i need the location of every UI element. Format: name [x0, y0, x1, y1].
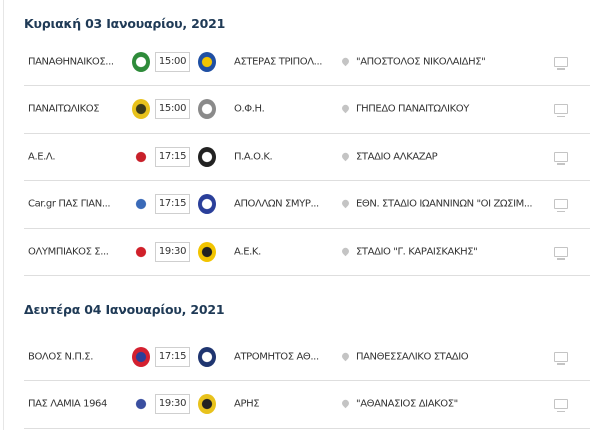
away-team-logo-icon	[198, 241, 216, 262]
match-row[interactable]: Α.Ε.Λ. 17:15 Π.Α.Ο.Κ. ΣΤΑΔΙΟ ΑΛΚΑΖΑΡ	[24, 133, 590, 181]
match-row[interactable]: ΠΑΝΑΘΗΝΑΪΚΟΣ... 15:00 ΑΣΤΕΡΑΣ ΤΡΙΠΟΛ... …	[24, 38, 590, 86]
match-row[interactable]: Car.gr ΠΑΣ ΓΙΑΝ... 17:15 ΑΠΟΛΛΩΝ ΣΜΥΡ...…	[24, 181, 590, 229]
away-team-logo-icon	[198, 146, 216, 167]
away-team-logo-icon	[198, 346, 216, 367]
venue: ΣΤΑΔΙΟ "Γ. ΚΑΡΑΪΣΚΑΚΗΣ"	[356, 246, 478, 257]
map-pin-icon	[340, 150, 351, 161]
match-row[interactable]: ΟΛΥΜΠΙΑΚΟΣ Σ... 19:30 Α.Ε.Κ. ΣΤΑΔΙΟ "Γ. …	[24, 228, 590, 276]
home-team-logo-icon	[132, 51, 150, 72]
home-team[interactable]: ΒΟΛΟΣ Ν.Π.Σ.	[28, 351, 93, 362]
day-heading: Κυριακή 03 Ιανουαρίου, 2021	[24, 16, 226, 31]
home-team[interactable]: ΟΛΥΜΠΙΑΚΟΣ Σ...	[28, 246, 109, 257]
away-team[interactable]: Ο.Φ.Η.	[234, 103, 265, 115]
venue: ΣΤΑΔΙΟ ΑΛΚΑΖΑΡ	[356, 151, 438, 162]
match-row[interactable]: ΒΟΛΟΣ Ν.Π.Σ. 17:15 ΑΤΡΟΜΗΤΟΣ ΑΘ... ΠΑΝΘΕ…	[24, 333, 590, 381]
home-team-logo-icon	[132, 346, 150, 367]
away-team-logo-icon	[198, 194, 216, 214]
map-pin-icon	[340, 103, 351, 114]
fixtures-panel: Κυριακή 03 Ιανουαρίου, 2021 ΠΑΝΑΘΗΝΑΪΚΟΣ…	[3, 0, 601, 430]
tv-icon[interactable]	[554, 246, 568, 260]
match-time: 17:15	[155, 146, 190, 167]
map-pin-icon	[340, 350, 351, 361]
map-pin-icon	[340, 198, 351, 209]
map-pin-icon	[340, 398, 351, 409]
home-team[interactable]: Car.gr ΠΑΣ ΓΙΑΝ...	[28, 198, 111, 210]
map-pin-icon	[340, 245, 351, 256]
away-team[interactable]: ΑΤΡΟΜΗΤΟΣ ΑΘ...	[234, 351, 319, 362]
tv-icon[interactable]	[554, 56, 568, 70]
match-time: 17:15	[155, 194, 190, 214]
tv-icon[interactable]	[554, 104, 568, 117]
venue: ΠΑΝΘΕΣΣΑΛΙΚΟ ΣΤΑΔΙΟ	[356, 351, 469, 362]
match-time: 15:00	[155, 51, 190, 72]
match-time: 17:15	[155, 346, 190, 367]
away-team[interactable]: ΑΣΤΕΡΑΣ ΤΡΙΠΟΛ...	[234, 56, 323, 67]
away-team-logo-icon	[198, 51, 216, 72]
venue: ΓΗΠΕΔΟ ΠΑΝΑΙΤΩΛΙΚΟΥ	[356, 103, 469, 115]
match-row[interactable]: ΠΑΝΑΙΤΩΛΙΚΟΣ 15:00 Ο.Φ.Η. ΓΗΠΕΔΟ ΠΑΝΑΙΤΩ…	[24, 86, 590, 134]
away-team-logo-icon	[198, 99, 216, 119]
tv-icon[interactable]	[554, 399, 568, 412]
home-team-logo-icon	[132, 194, 150, 214]
venue: ΕΘΝ. ΣΤΑΔΙΟ ΙΩΑΝΝΙΝΩΝ "ΟΙ ΖΩΣΙΜ...	[356, 198, 533, 210]
home-team[interactable]: ΠΑΣ ΛΑΜΙΑ 1964	[28, 398, 107, 410]
away-team[interactable]: ΑΡΗΣ	[234, 398, 260, 410]
home-team-logo-icon	[132, 241, 150, 262]
away-team[interactable]: ΑΠΟΛΛΩΝ ΣΜΥΡ...	[234, 198, 319, 210]
home-team-logo-icon	[132, 146, 150, 167]
match-time: 19:30	[155, 394, 190, 414]
venue: "ΑΠΟΣΤΟΛΟΣ ΝΙΚΟΛΑΪΔΗΣ"	[356, 56, 486, 67]
home-team[interactable]: Α.Ε.Λ.	[28, 151, 56, 162]
day-heading: Δευτέρα 04 Ιανουαρίου, 2021	[24, 302, 225, 317]
venue: "ΑΘΑΝΑΣΙΟΣ ΔΙΑΚΟΣ"	[356, 398, 458, 410]
home-team[interactable]: ΠΑΝΑΘΗΝΑΪΚΟΣ...	[28, 56, 114, 67]
tv-icon[interactable]	[554, 151, 568, 165]
match-row[interactable]: ΠΑΣ ΛΑΜΙΑ 1964 19:30 ΑΡΗΣ "ΑΘΑΝΑΣΙΟΣ ΔΙΑ…	[24, 381, 590, 429]
tv-icon[interactable]	[554, 199, 568, 212]
tv-icon[interactable]	[554, 351, 568, 365]
home-team[interactable]: ΠΑΝΑΙΤΩΛΙΚΟΣ	[28, 103, 100, 115]
home-team-logo-icon	[132, 99, 150, 119]
away-team[interactable]: Α.Ε.Κ.	[234, 246, 261, 257]
match-time: 19:30	[155, 241, 190, 262]
home-team-logo-icon	[132, 394, 150, 414]
away-team[interactable]: Π.Α.Ο.Κ.	[234, 151, 273, 162]
away-team-logo-icon	[198, 394, 216, 414]
map-pin-icon	[340, 55, 351, 66]
match-time: 15:00	[155, 99, 190, 119]
